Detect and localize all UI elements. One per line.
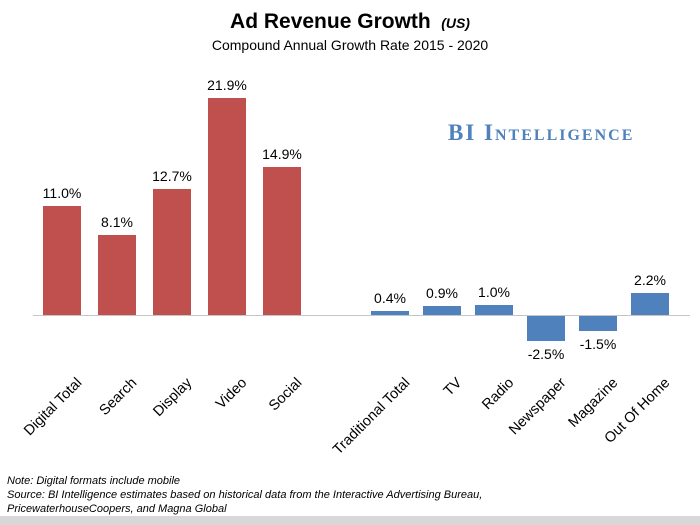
- value-label-newspaper: -2.5%: [527, 345, 565, 362]
- bottom-bar: [0, 516, 700, 525]
- title-wrap: Ad Revenue Growth (US): [0, 10, 700, 34]
- bar-tv: [423, 306, 461, 315]
- footnotes: Note: Digital formats include mobile Sou…: [7, 474, 482, 516]
- value-label-traditional-total: 0.4%: [374, 290, 406, 307]
- value-label-social: 14.9%: [262, 146, 302, 163]
- bar-video: [208, 98, 246, 315]
- chart-subtitle: Compound Annual Growth Rate 2015 - 2020: [211, 37, 489, 53]
- bar-search: [98, 234, 136, 315]
- value-label-video: 21.9%: [207, 77, 247, 94]
- value-label-magazine: -1.5%: [579, 335, 617, 352]
- bar-radio: [475, 305, 513, 315]
- footnote-source-2: PricewaterhouseCoopers, and Magna Global: [7, 503, 227, 515]
- value-label-display: 12.7%: [152, 168, 192, 185]
- chart-title: Ad Revenue Growth: [230, 10, 431, 33]
- bar-display: [153, 189, 191, 315]
- value-label-search: 8.1%: [101, 213, 133, 230]
- value-label-out-of-home: 2.2%: [634, 272, 666, 289]
- x-axis-line: [33, 315, 690, 316]
- value-label-tv: 0.9%: [426, 285, 458, 302]
- bar-social: [263, 167, 301, 315]
- bar-digital-total: [43, 206, 81, 315]
- value-label-radio: 1.0%: [478, 284, 510, 301]
- bar-traditional-total: [371, 311, 409, 315]
- bar-out-of-home: [631, 293, 669, 315]
- chart-title-suffix: (US): [441, 15, 470, 31]
- bar-magazine: [579, 316, 617, 331]
- bi-intelligence-logo: BI Intelligence: [448, 120, 635, 145]
- footnote-source-1: Source: BI Intelligence estimates based …: [7, 489, 483, 501]
- value-label-digital-total: 11.0%: [42, 185, 82, 202]
- bar-newspaper: [527, 316, 565, 341]
- footnote-note: Note: Digital formats include mobile: [7, 475, 181, 487]
